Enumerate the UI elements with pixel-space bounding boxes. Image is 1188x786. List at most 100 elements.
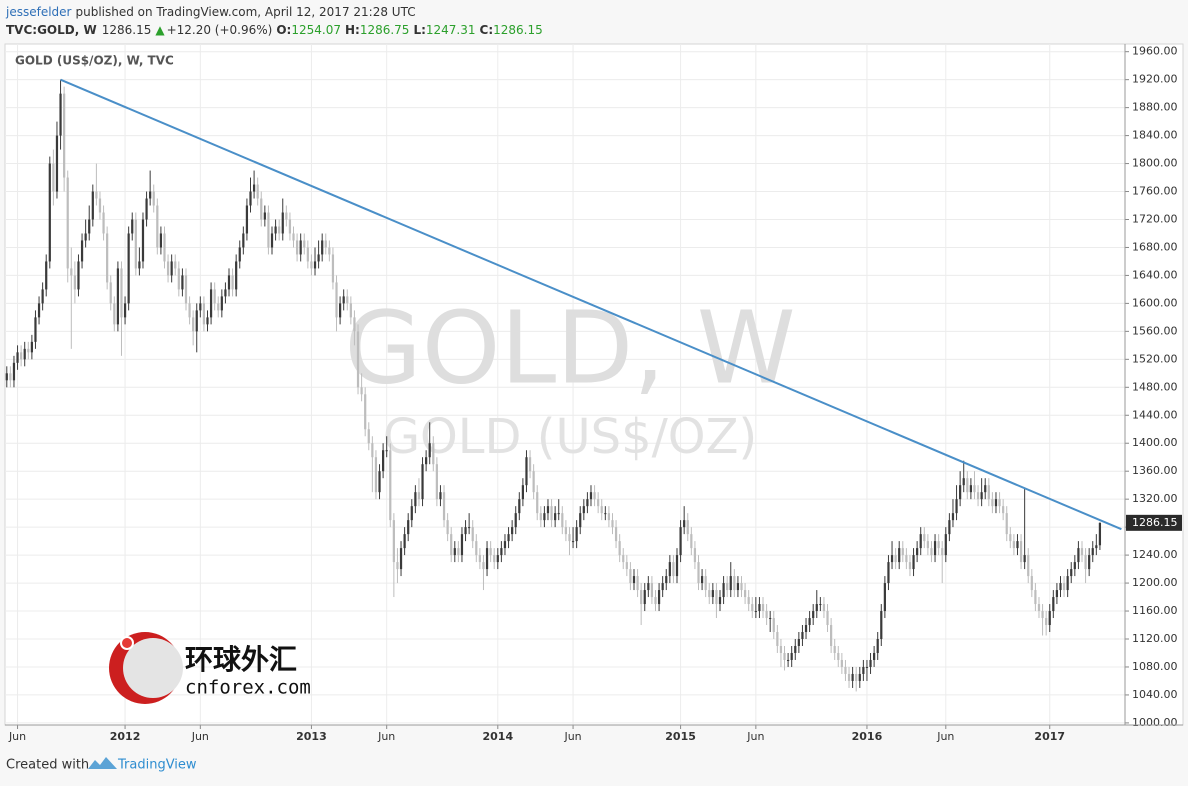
candle-body <box>20 352 23 360</box>
candle-body <box>941 548 944 556</box>
candle-body <box>571 541 575 543</box>
candle-body <box>661 583 664 591</box>
candle-body <box>260 198 263 220</box>
y-tick-label: 1200.00 <box>1132 576 1178 589</box>
candle-body <box>367 429 370 444</box>
candle-body <box>1034 590 1037 605</box>
candle-body <box>1088 555 1091 570</box>
candle-body <box>432 443 435 465</box>
candle-body <box>417 492 421 500</box>
candle-body <box>604 513 607 515</box>
candle-body <box>525 457 528 486</box>
candle-body <box>797 639 800 646</box>
candle-body <box>1091 548 1094 556</box>
candle-body <box>772 618 775 633</box>
candle-body <box>127 233 130 304</box>
candle-body <box>668 562 671 577</box>
candle-body <box>804 625 808 633</box>
candle-body <box>643 590 646 605</box>
candle-body <box>500 548 503 556</box>
candle-body <box>475 541 478 556</box>
candle-body <box>672 562 675 577</box>
candle-body <box>421 464 424 500</box>
candle-body <box>88 219 91 234</box>
candle-body <box>618 541 621 556</box>
author[interactable]: jessefelder <box>5 5 72 19</box>
candle-body <box>77 261 80 290</box>
candle-body <box>550 506 553 521</box>
candle-body <box>310 261 313 269</box>
candle-body <box>683 520 686 528</box>
candle-body <box>184 275 188 304</box>
candle-body <box>923 534 926 542</box>
x-tick-label: Jun <box>936 730 954 743</box>
candle-body <box>399 548 403 570</box>
candle-body <box>213 289 216 304</box>
candle-body <box>159 233 163 248</box>
y-tick-label: 1800.00 <box>1132 157 1178 170</box>
grid <box>5 44 1125 725</box>
candle-body <box>1012 541 1016 549</box>
candle-body <box>758 604 761 612</box>
candle-body <box>568 534 571 542</box>
candle-body <box>862 666 865 674</box>
candle-body <box>489 548 492 556</box>
candle-body <box>1009 534 1012 542</box>
logo: 环球外汇 cnforex.com <box>109 632 311 704</box>
candle-body <box>1030 576 1033 591</box>
candle-body <box>242 233 245 248</box>
candle-body <box>636 576 639 591</box>
candle-body <box>951 513 955 521</box>
candle-body <box>353 317 356 332</box>
candle-body <box>16 352 19 363</box>
candle-body <box>690 534 693 549</box>
candle-body <box>285 212 288 220</box>
candle-body <box>894 555 897 563</box>
candle-body <box>378 471 381 493</box>
candle-body <box>45 261 48 290</box>
candle-body <box>220 296 223 311</box>
candle-body <box>726 583 729 591</box>
candle-body <box>396 562 399 570</box>
open-label: O: <box>276 23 291 37</box>
x-tick-label: 2014 <box>482 730 513 743</box>
candle-body <box>496 555 499 563</box>
candle-body <box>374 457 378 493</box>
price-tag <box>1126 514 1182 531</box>
candle-body <box>274 226 277 234</box>
candle-body <box>141 219 145 262</box>
candle-body <box>1019 541 1023 563</box>
candle-body <box>202 303 206 325</box>
candle-body <box>174 261 177 269</box>
candle-body <box>521 485 524 500</box>
candle-body <box>765 611 768 619</box>
candle-body <box>880 611 883 640</box>
candle-body <box>485 548 489 570</box>
candle-body <box>665 576 668 584</box>
candle-body <box>1059 583 1062 591</box>
logo-dot <box>120 636 134 650</box>
candle-body <box>589 492 593 500</box>
candle-body <box>582 506 585 514</box>
candle-body <box>625 562 628 570</box>
candle-body <box>385 450 388 452</box>
candle-body <box>686 520 689 535</box>
candle-body <box>1023 555 1026 563</box>
candle-body <box>414 492 417 507</box>
candle-body <box>23 348 26 360</box>
candle-body <box>966 478 969 493</box>
y-tick-label: 1480.00 <box>1132 380 1178 393</box>
candle-body <box>299 240 302 255</box>
candle-body <box>70 268 73 276</box>
candle-body <box>693 548 697 563</box>
symbol: TVC:GOLD, W <box>6 23 97 37</box>
footer-brand[interactable]: TradingView <box>117 758 197 773</box>
candle-body <box>801 632 804 640</box>
candle-body <box>338 303 342 318</box>
candle-body <box>238 247 241 262</box>
candle-body <box>410 506 413 521</box>
candle-body <box>1037 604 1041 612</box>
candle-body <box>743 590 747 598</box>
candle-body <box>575 527 578 542</box>
candle-body <box>1070 569 1073 577</box>
